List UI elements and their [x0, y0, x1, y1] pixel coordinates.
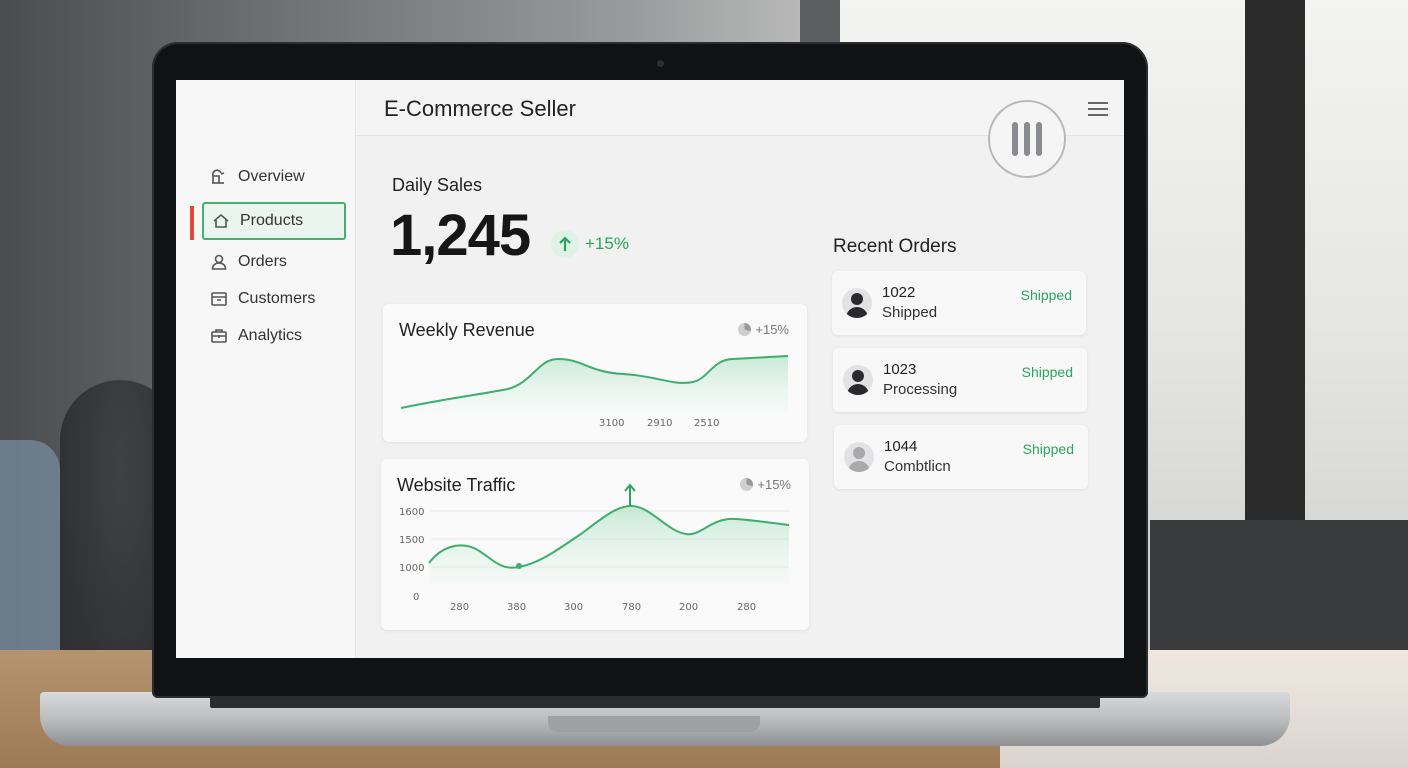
x-tick: 280 — [450, 602, 469, 613]
revenue-line — [400, 355, 789, 409]
pause-button[interactable] — [988, 100, 1066, 178]
card-badge: +15% — [740, 477, 791, 492]
recent-orders-title: Recent Orders — [833, 236, 957, 257]
x-tick: 200 — [679, 602, 698, 613]
weekly-revenue-chart: 3100 2910 2510 — [400, 355, 789, 429]
peak-arrow-icon — [624, 483, 636, 506]
laptop-camera — [657, 60, 664, 67]
order-item[interactable]: 1022 Shipped Shipped — [832, 271, 1086, 335]
sidebar-item-analytics[interactable]: Analytics — [202, 317, 346, 355]
card-badge: +15% — [738, 322, 789, 337]
pie-chart-icon — [738, 323, 752, 336]
daily-sales-delta: +15% — [551, 230, 629, 258]
y-tick: 1600 — [399, 507, 424, 518]
status-badge: Shipped — [1021, 364, 1073, 380]
sidebar-item-orders[interactable]: Orders — [202, 243, 346, 281]
sidebar-item-customers[interactable]: Customers — [202, 280, 346, 318]
traffic-point — [516, 563, 522, 569]
active-indicator — [190, 206, 194, 240]
y-tick: 0 — [413, 592, 419, 603]
revenue-area — [401, 356, 788, 412]
box-icon — [211, 292, 227, 306]
overview-icon — [211, 169, 225, 184]
card-title: Weekly Revenue — [399, 320, 535, 340]
laptop-notch — [548, 716, 760, 732]
x-tick: 2910 — [647, 418, 672, 429]
badge-value: +15% — [757, 477, 791, 492]
app-title: E-Commerce Seller — [384, 96, 576, 121]
sidebar: Overview Products Orders Customers Analy… — [176, 80, 356, 658]
x-tick: 280 — [737, 602, 756, 613]
background-pillar — [1245, 0, 1305, 540]
pause-bar-icon — [1012, 122, 1018, 156]
x-tick: 780 — [622, 602, 641, 613]
arrow-up-icon — [551, 230, 579, 258]
website-traffic-chart: 1600 1500 1000 0 280 380 300 780 200 280 — [399, 483, 790, 613]
order-status: Shipped — [882, 304, 938, 321]
laptop-keyboard — [210, 696, 1100, 708]
order-item[interactable]: 1023 Processing Shipped — [833, 348, 1087, 412]
x-tick: 3100 — [599, 418, 624, 429]
traffic-area — [429, 506, 789, 585]
pause-bar-icon — [1024, 122, 1030, 156]
sidebar-item-label: Analytics — [238, 327, 303, 344]
sidebar-item-label: Customers — [238, 290, 316, 307]
user-icon — [211, 254, 227, 270]
sidebar-item-label: Products — [240, 212, 304, 229]
avatar — [843, 365, 873, 395]
status-badge: Shipped — [1022, 441, 1074, 457]
avatar — [842, 288, 872, 318]
y-tick: 1500 — [399, 535, 424, 546]
traffic-line — [428, 504, 790, 569]
x-tick: 300 — [564, 602, 583, 613]
order-id: 1023 — [883, 361, 917, 378]
order-id: 1022 — [882, 284, 916, 301]
avatar — [844, 442, 874, 472]
briefcase-icon — [211, 329, 227, 343]
x-tick: 380 — [507, 602, 526, 613]
order-item[interactable]: 1044 Combtlicn Shipped — [834, 425, 1088, 489]
delta-value: +15% — [585, 234, 629, 253]
daily-sales-label: Daily Sales — [392, 175, 483, 195]
y-tick: 1000 — [399, 563, 424, 574]
sidebar-item-products[interactable]: Products — [202, 202, 346, 240]
card-title: Website Traffic — [397, 475, 516, 495]
sidebar-item-label: Overview — [238, 168, 305, 185]
sidebar-item-label: Orders — [238, 253, 287, 270]
app-screen: Overview Products Orders Customers Analy… — [176, 80, 1124, 658]
background-figure — [0, 440, 60, 660]
status-badge: Shipped — [1020, 287, 1072, 303]
hamburger-menu-icon[interactable] — [1088, 102, 1108, 116]
order-status: Processing — [883, 381, 958, 398]
order-id: 1044 — [884, 438, 918, 455]
badge-value: +15% — [755, 322, 789, 337]
website-traffic-card: Website Traffic +15% 1600 1500 1000 0 2 — [381, 459, 809, 630]
pie-chart-icon — [740, 478, 754, 491]
daily-sales-value: 1,245 — [390, 203, 531, 268]
background-shadow — [1150, 520, 1408, 650]
sidebar-item-overview[interactable]: Overview — [202, 158, 346, 196]
order-status: Combtlicn — [884, 458, 951, 475]
home-icon — [213, 213, 229, 228]
weekly-revenue-card: Weekly Revenue +15% 3100 2910 2510 — [383, 304, 807, 442]
x-tick: 2510 — [694, 418, 719, 429]
pause-bar-icon — [1036, 122, 1042, 156]
